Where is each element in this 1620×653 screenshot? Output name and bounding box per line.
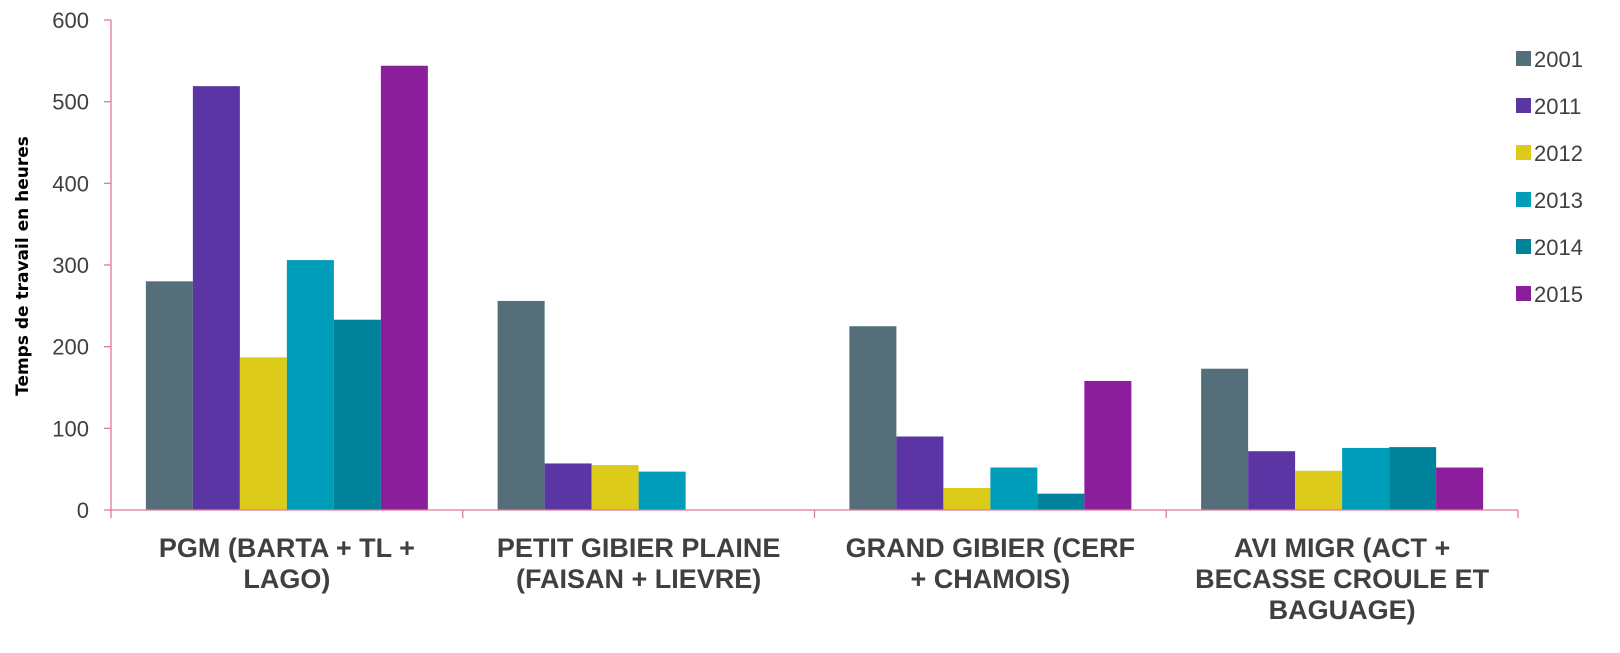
bar-2013-cat-1 [286,260,334,510]
legend-label-2001: 2001 [1534,47,1583,72]
legend-label-2012: 2012 [1534,141,1583,166]
legend-label-2014: 2014 [1534,235,1583,260]
y-tick-label: 400 [52,171,89,196]
bar-2012-cat-3 [943,487,991,510]
bar-2001-cat-2 [497,300,545,510]
y-axis-label: Temps de travail en heures [13,136,33,396]
bar-2011-cat-2 [544,463,592,510]
y-tick-label: 500 [52,90,89,115]
y-tick-label: 200 [52,335,89,360]
axes-group [104,19,1519,518]
bar-2012-cat-1 [239,357,287,510]
bar-2014-cat-3 [1037,493,1085,510]
legend-swatch-2012 [1516,145,1531,160]
legend-swatch-2011 [1516,98,1531,113]
legend-swatch-2013 [1516,192,1531,207]
legend-label-2011: 2011 [1534,94,1581,119]
y-tick-label: 600 [52,8,89,33]
category-label: PETIT GIBIER PLAINE (FAISAN + LIEVRE) [497,533,781,594]
bar-2015-cat-4 [1436,467,1484,510]
bar-2001-cat-1 [145,281,193,510]
bar-2013-cat-2 [638,471,686,510]
legend-swatch-2001 [1516,51,1531,66]
bar-2015-cat-1 [380,65,428,510]
category-label: PGM (BARTA + TL + LAGO) [159,533,415,594]
legend: 2001 2011 2012 2013 2014 2015 [1516,47,1583,307]
legend-swatch-2014 [1516,239,1531,254]
category-label: AVI MIGR (ACT + BECASSE CROULE ET BAGUAGE) [1195,533,1490,625]
y-tick-label: 0 [77,498,89,523]
bars-group [145,65,1484,511]
legend-swatch-2015 [1516,286,1531,301]
bar-2013-cat-3 [990,467,1038,510]
bar-2012-cat-2 [591,465,639,510]
y-tick-label: 300 [52,253,89,278]
bar-2011-cat-1 [192,86,240,511]
bar-2001-cat-3 [849,326,897,510]
bar-2014-cat-1 [333,319,381,510]
y-tick-labels: 0 100 200 300 400 500 600 [52,8,89,523]
bar-2011-cat-4 [1248,451,1296,510]
bar-2013-cat-4 [1342,447,1390,510]
bar-2001-cat-4 [1201,368,1249,510]
bar-2014-cat-4 [1389,447,1437,510]
bar-2011-cat-3 [896,436,944,510]
y-tick-label: 100 [52,416,89,441]
category-labels: PGM (BARTA + TL + LAGO) PETIT GIBIER PLAIN… [159,533,1490,625]
legend-label-2015: 2015 [1534,282,1583,307]
bar-2015-cat-3 [1084,380,1132,510]
legend-label-2013: 2013 [1534,188,1583,213]
bar-2012-cat-4 [1295,470,1343,510]
category-label: GRAND GIBIER (CERF + CHAMOIS) [846,533,1136,594]
